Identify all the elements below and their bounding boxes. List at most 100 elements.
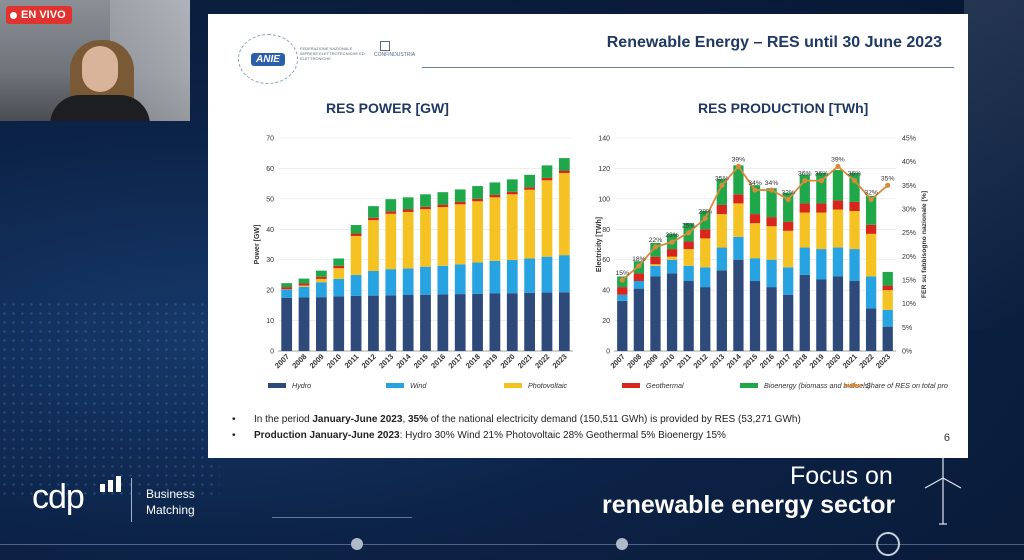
y2-tick-label: 10% — [902, 301, 916, 308]
y-tick-label: 100 — [598, 196, 610, 203]
speaker-webcam-tile[interactable]: EN VIVO — [0, 0, 190, 121]
share-data-label: 39% — [831, 156, 845, 163]
bar-segment — [420, 266, 431, 295]
bar-segment — [832, 200, 844, 210]
bar-segment — [472, 186, 483, 199]
bar-segment — [783, 267, 794, 295]
y-tick-label: 40 — [602, 288, 610, 295]
decor-line — [272, 517, 412, 518]
bar-segment — [799, 274, 810, 351]
business-label: Business — [146, 487, 195, 501]
bar-segment — [368, 270, 379, 296]
bar-segment — [766, 188, 777, 218]
x-tick-label: 2011 — [343, 352, 361, 370]
y2-tick-label: 0% — [902, 349, 912, 356]
bar-segment — [524, 292, 535, 351]
bar-segment — [749, 214, 761, 224]
bar-segment — [333, 265, 345, 269]
bar-segment — [666, 249, 678, 257]
bar-segment — [816, 212, 827, 250]
presentation-slide: ANIE FEDERAZIONE NAZIONALE IMPRESE ELETT… — [208, 14, 968, 458]
bar-segment — [650, 256, 661, 265]
timeline-dot[interactable] — [616, 538, 628, 550]
anie-logo: ANIE — [238, 34, 298, 84]
x-tick-label: 2012 — [360, 352, 378, 370]
x-tick-label: 2020 — [499, 352, 517, 370]
x-tick-label: 2010 — [325, 352, 343, 370]
legend-swatch-pv — [504, 383, 522, 388]
x-tick-label: 2022 — [857, 352, 875, 370]
bar-segment — [558, 255, 570, 293]
bullet-demand-text-a: In the period — [254, 414, 313, 425]
bar-segment — [683, 265, 694, 282]
bar-segment — [783, 294, 794, 351]
bar-segment — [749, 258, 761, 282]
bar-segment — [402, 197, 414, 210]
background-light-streak — [964, 0, 1024, 330]
timeline-ring[interactable] — [876, 532, 900, 556]
bar-segment — [489, 293, 501, 351]
speaker-face — [82, 46, 118, 92]
bar-segment — [298, 283, 310, 286]
bar-segment — [333, 258, 345, 266]
bar-segment — [333, 296, 345, 351]
bar-segment — [454, 204, 466, 265]
bar-segment — [716, 270, 727, 351]
x-tick-label: 2019 — [808, 352, 826, 370]
bar-segment — [368, 206, 379, 218]
bar-segment — [749, 281, 761, 351]
live-badge: EN VIVO — [6, 6, 72, 24]
cdp-logo-bars-icon — [100, 476, 122, 492]
bullet-demand-text-c: , — [402, 414, 408, 425]
bar-segment — [882, 271, 893, 286]
bar-segment — [298, 285, 310, 287]
share-point — [669, 239, 675, 245]
res-production-chart-title: RES PRODUCTION [TWh] — [698, 100, 869, 116]
bar-segment — [541, 165, 553, 178]
bar-segment — [650, 276, 661, 351]
y-tick-label: 10 — [266, 318, 274, 325]
bar-segment — [749, 185, 761, 215]
legend-swatch-wind — [386, 383, 404, 388]
bar-segment — [617, 287, 628, 295]
share-point — [818, 178, 824, 184]
x-tick-label: 2010 — [658, 352, 676, 370]
bar-segment — [420, 294, 431, 351]
x-tick-label: 2009 — [642, 352, 660, 370]
timeline-dot[interactable] — [351, 538, 363, 550]
y2-tick-label: 5% — [902, 325, 912, 332]
bar-segment — [650, 264, 661, 266]
bar-segment — [506, 191, 518, 195]
bar-segment — [350, 274, 362, 296]
share-point — [752, 187, 758, 193]
share-data-label: 35% — [881, 175, 895, 182]
confindustria-logo-icon — [380, 41, 390, 51]
bar-segment — [733, 236, 744, 260]
bar-segment — [716, 179, 727, 205]
bar-segment — [541, 177, 553, 181]
share-data-label: 35% — [715, 175, 729, 182]
bar-segment — [816, 279, 827, 351]
summary-bullets: • In the period January-June 2023, 35% o… — [232, 414, 801, 446]
bar-segment — [882, 309, 893, 327]
legend-swatch-bio — [740, 383, 758, 388]
bar-segment — [298, 297, 310, 351]
bar-segment — [849, 211, 860, 250]
y-tick-label: 20 — [602, 318, 610, 325]
bar-segment — [524, 258, 535, 293]
share-data-label: 15% — [615, 270, 629, 277]
bar-segment — [558, 170, 570, 173]
share-point — [768, 187, 775, 193]
share-data-label: 34% — [748, 180, 762, 187]
bar-segment — [666, 259, 678, 274]
share-point — [719, 182, 725, 188]
anie-logo-text: FEDERAZIONE NAZIONALE IMPRESE ELETTROTEC… — [300, 46, 365, 61]
speaker-body — [50, 95, 150, 121]
bar-segment — [799, 212, 810, 248]
bar-segment — [333, 278, 345, 297]
y-tick-label: 0 — [270, 349, 274, 356]
bar-segment — [541, 256, 553, 293]
bar-segment — [700, 267, 711, 288]
bar-segment — [402, 268, 414, 296]
x-tick-label: 2008 — [625, 352, 643, 370]
